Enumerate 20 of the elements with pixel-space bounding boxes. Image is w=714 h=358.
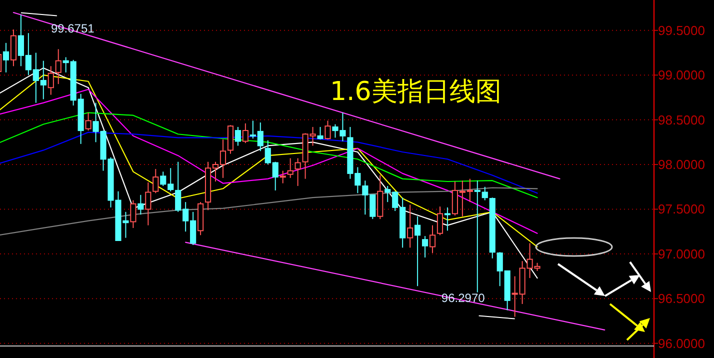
text: 1.6美指日线图 — [330, 77, 502, 107]
line-series — [0, 67, 538, 279]
candlestick — [414, 216, 421, 287]
line-series — [0, 187, 538, 236]
y-tick-label: 98.0000 — [658, 157, 705, 172]
line-series — [0, 112, 538, 198]
line-series — [0, 74, 538, 248]
y-tick-label: 96.5000 — [658, 291, 705, 306]
candlestick — [407, 204, 414, 248]
y-tick-label: 99.0000 — [658, 68, 705, 83]
y-tick-label: 98.5000 — [658, 112, 705, 128]
line-series — [0, 132, 538, 194]
candlestick — [55, 48, 62, 85]
y-tick-label: 97.5000 — [658, 202, 705, 217]
y-tick-label: 99.5000 — [658, 22, 705, 38]
candlestick — [138, 194, 144, 216]
candlestick — [2, 42, 10, 73]
y-tick-label: 96.0000 — [658, 336, 705, 351]
y-tick-label: 97.0000 — [658, 246, 705, 262]
candlestick — [48, 66, 54, 96]
